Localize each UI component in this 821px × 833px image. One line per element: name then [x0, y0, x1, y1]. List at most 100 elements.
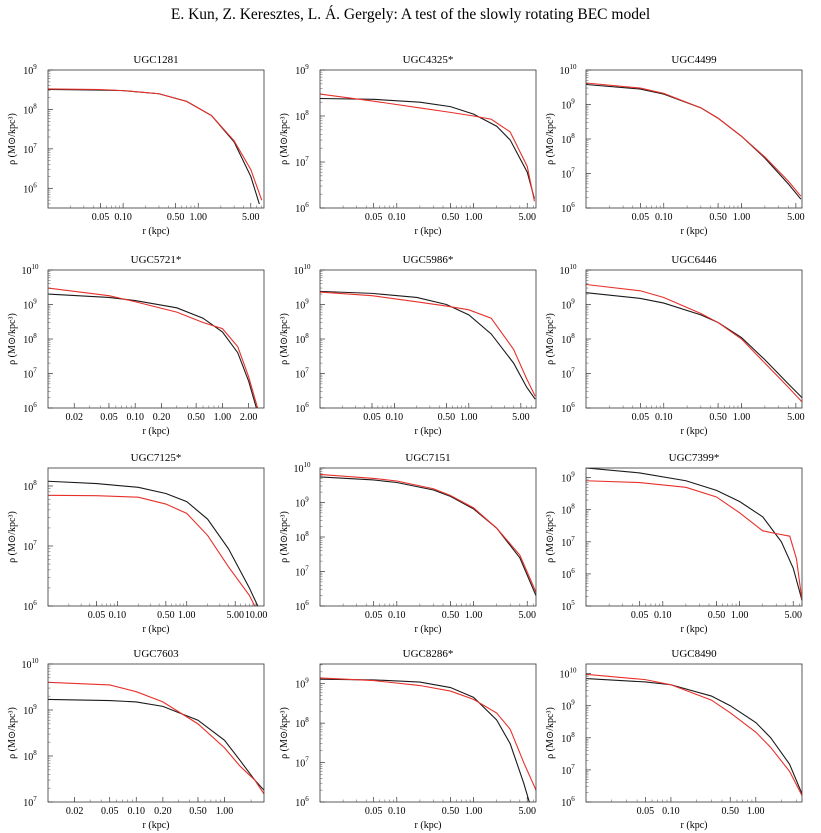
y-tick-label: 1010	[22, 657, 40, 671]
y-tick-label: 107	[295, 155, 309, 169]
panel-title: UGC4499	[671, 54, 717, 66]
y-tick-label: 1010	[560, 63, 578, 77]
y-tick-label: 107	[295, 367, 309, 381]
y-tick-label: 109	[561, 471, 575, 485]
x-tick-label: 0.50	[721, 806, 739, 817]
y-axis-label: ρ (M⊙/kpc³)	[7, 511, 18, 563]
y-tick-label: 106	[561, 567, 575, 581]
y-tick-label: 108	[295, 109, 309, 123]
x-tick-label: 1.00	[460, 412, 478, 423]
y-tick-label: 108	[295, 332, 309, 346]
y-axis-label: ρ (M⊙/kpc³)	[279, 313, 290, 365]
x-tick-label: 0.50	[167, 212, 185, 223]
x-tick-label: 1.00	[733, 412, 751, 423]
x-tick-label: 0.05	[92, 212, 110, 223]
y-tick-label: 106	[295, 795, 309, 809]
x-tick-label: 5.00	[519, 610, 537, 621]
y-tick-label: 109	[295, 298, 309, 312]
x-tick-label: 0.10	[388, 806, 406, 817]
x-tick-label: 0.05	[631, 610, 649, 621]
x-axis-label: r (kpc)	[415, 820, 442, 831]
y-tick-label: 107	[295, 756, 309, 770]
plot-frame	[585, 269, 803, 409]
plot-frame	[585, 69, 803, 209]
y-tick-label: 107	[561, 535, 575, 549]
plot-frame	[585, 467, 803, 607]
series-line-red	[586, 673, 802, 796]
panel-ugc1281: UGC1281 109 108 107 106 0.05 0.10 0.50 1.00 5.00 r…	[7, 54, 265, 237]
y-tick-label: 106	[561, 795, 575, 809]
x-axis-label: r (kpc)	[143, 820, 170, 831]
plot-frame	[319, 69, 537, 209]
series-line-black	[320, 678, 530, 802]
x-axis-label: r (kpc)	[143, 624, 170, 635]
panel-ugc7399: UGC7399* 109 108 107 106 105 0.05 0.10 0.50 1.00 5…	[545, 452, 803, 635]
y-axis-label: ρ (M⊙/kpc³)	[279, 707, 290, 759]
y-tick-label: 1010	[294, 461, 312, 475]
x-tick-label: 0.02	[66, 806, 84, 817]
y-tick-label: 108	[295, 530, 309, 544]
series-line-black	[48, 698, 264, 791]
x-tick-label: 1.00	[214, 412, 232, 423]
series-line-red	[586, 283, 802, 403]
x-tick-label: 1.00	[731, 610, 749, 621]
panel-title: UGC4325*	[403, 54, 454, 66]
y-tick-label: 109	[295, 496, 309, 510]
x-axis-label: r (kpc)	[415, 624, 442, 635]
y-axis-label: ρ (M⊙/kpc³)	[7, 313, 18, 365]
x-tick-label: 5.00	[512, 412, 530, 423]
plot-frame	[47, 69, 265, 209]
y-tick-label: 109	[561, 699, 575, 713]
x-tick-label: 0.50	[187, 412, 205, 423]
y-tick-label: 109	[295, 63, 309, 77]
y-axis-label: ρ (M⊙/kpc³)	[7, 707, 18, 759]
plot-frame	[47, 663, 265, 803]
y-tick-label: 106	[561, 201, 575, 215]
y-axis-label: ρ (M⊙/kpc³)	[545, 313, 556, 365]
y-tick-label: 1010	[22, 263, 40, 277]
x-tick-label: 0.05	[365, 212, 383, 223]
y-tick-label: 107	[23, 539, 37, 553]
series-line-red	[48, 681, 264, 795]
x-tick-label: 0.05	[363, 412, 381, 423]
y-axis-label: ρ (M⊙/kpc³)	[279, 511, 290, 563]
x-tick-label: 0.10	[655, 212, 673, 223]
panel-ugc7151: UGC7151 1010 109 108 107 106 0.05 0.10 0.50 1.00 5…	[279, 452, 537, 635]
y-tick-label: 109	[23, 63, 37, 77]
y-tick-label: 108	[295, 716, 309, 730]
y-tick-label: 107	[561, 167, 575, 181]
y-tick-label: 108	[23, 332, 37, 346]
panel-ugc7603: UGC7603 1010 109 108 107 0.02 0.05 0.10 0.20 0.50…	[7, 648, 265, 831]
x-tick-label: 0.50	[442, 806, 460, 817]
x-tick-label: 5.00	[787, 212, 805, 223]
panel-title: UGC6446	[671, 254, 717, 266]
x-tick-label: 0.20	[153, 412, 171, 423]
y-tick-label: 107	[561, 367, 575, 381]
x-tick-label: 0.05	[637, 806, 655, 817]
x-tick-label: 0.10	[109, 610, 127, 621]
series-line-black	[586, 468, 802, 601]
y-tick-label: 106	[23, 599, 37, 613]
x-tick-label: 0.05	[100, 412, 118, 423]
panel-ugc6446: UGC6446 1010 109 108 107 106 0.05 0.10 0.50 1.00 5…	[545, 254, 805, 437]
panel-title: UGC7151	[405, 452, 450, 464]
x-tick-label: 0.10	[388, 212, 406, 223]
x-tick-label: 0.50	[189, 806, 207, 817]
series-line-red	[48, 88, 263, 201]
x-tick-label: 1.00	[747, 806, 765, 817]
y-axis-label: ρ (M⊙/kpc³)	[545, 113, 556, 165]
y-tick-label: 105	[561, 599, 575, 613]
x-axis-label: r (kpc)	[143, 426, 170, 437]
panel-ugc5721: UGC5721* 1010 109 108 107 106 0.02 0.05 0.10 0.20…	[7, 254, 265, 437]
x-tick-label: 5.00	[242, 212, 260, 223]
y-tick-label: 106	[561, 401, 575, 415]
panel-ugc8286: UGC8286* 109 108 107 106 0.05 0.10 0.50 1.00 5.00…	[279, 648, 537, 831]
y-tick-label: 1010	[560, 263, 578, 277]
series-line-black	[320, 476, 536, 596]
x-axis-label: r (kpc)	[415, 426, 442, 437]
y-axis-label: ρ (M⊙/kpc³)	[545, 707, 556, 759]
y-tick-label: 108	[561, 332, 575, 346]
series-line-red	[48, 494, 256, 606]
y-tick-label: 109	[23, 703, 37, 717]
